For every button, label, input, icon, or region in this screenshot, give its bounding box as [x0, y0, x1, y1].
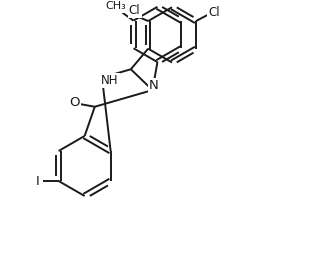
Text: NH: NH — [101, 74, 119, 87]
Text: I: I — [36, 175, 40, 188]
Text: N: N — [149, 79, 159, 92]
Text: Cl: Cl — [208, 6, 220, 19]
Text: O: O — [69, 95, 80, 108]
Text: Cl: Cl — [129, 4, 141, 17]
Text: CH₃: CH₃ — [106, 1, 126, 11]
